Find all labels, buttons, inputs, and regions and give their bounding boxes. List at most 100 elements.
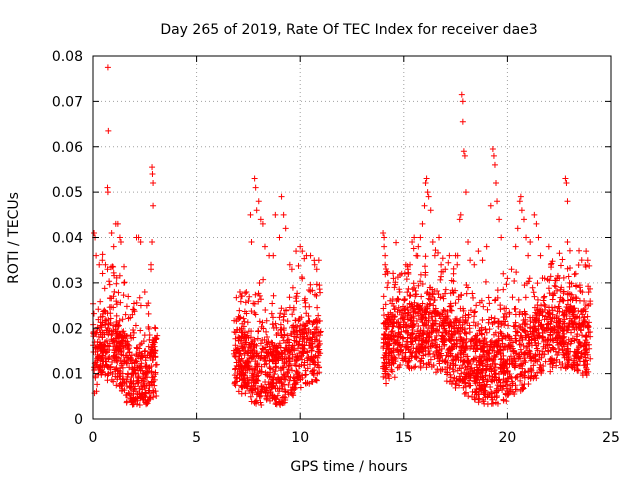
data-point — [407, 292, 414, 299]
data-point — [262, 371, 269, 378]
data-point — [141, 332, 148, 339]
data-point — [254, 377, 261, 384]
data-point — [402, 305, 409, 312]
data-point — [148, 369, 155, 376]
data-point — [563, 312, 570, 319]
data-point — [301, 323, 308, 330]
axis-ticks — [92, 55, 612, 420]
data-point — [454, 354, 461, 361]
y-tick-label: 0.01 — [52, 367, 83, 383]
data-point — [539, 330, 546, 337]
data-point — [317, 329, 324, 336]
data-point — [293, 298, 300, 305]
data-point — [273, 363, 280, 370]
data-point — [390, 332, 397, 339]
data-point — [535, 340, 542, 347]
data-point — [483, 363, 490, 370]
data-point — [457, 211, 464, 218]
data-point — [433, 369, 440, 376]
data-point — [584, 322, 591, 329]
data-point — [392, 339, 399, 346]
data-point — [530, 329, 537, 336]
data-point — [106, 278, 113, 285]
data-point — [480, 340, 487, 347]
data-point — [432, 336, 439, 343]
data-point — [92, 359, 99, 366]
data-point — [294, 369, 301, 376]
data-point — [482, 357, 489, 364]
data-point — [302, 303, 309, 310]
data-point — [303, 339, 310, 346]
data-point — [458, 91, 465, 98]
data-point — [533, 312, 540, 319]
data-point — [482, 372, 489, 379]
data-point — [129, 370, 136, 377]
data-point — [260, 325, 267, 332]
data-point — [384, 338, 391, 345]
data-point — [251, 385, 258, 392]
data-point — [400, 357, 407, 364]
data-point — [390, 360, 397, 367]
data-point — [293, 368, 300, 375]
data-point — [237, 298, 244, 305]
data-point — [99, 257, 106, 264]
data-point — [439, 333, 446, 340]
data-point — [554, 275, 561, 282]
data-point — [571, 366, 578, 373]
data-point — [241, 308, 248, 315]
data-point — [513, 386, 520, 393]
data-point — [385, 346, 392, 353]
data-point — [473, 361, 480, 368]
data-point — [307, 281, 314, 288]
data-point — [299, 342, 306, 349]
data-point — [568, 329, 575, 336]
data-point — [243, 339, 250, 346]
data-point — [99, 329, 106, 336]
data-point — [238, 390, 245, 397]
data-point — [314, 343, 321, 350]
data-point — [454, 367, 461, 374]
data-point — [463, 290, 470, 297]
data-point — [117, 239, 124, 246]
data-point — [447, 362, 454, 369]
data-point — [572, 270, 579, 277]
data-point — [519, 360, 526, 367]
data-point — [437, 353, 444, 360]
data-point — [257, 399, 264, 406]
data-point — [381, 243, 388, 250]
data-point — [434, 347, 441, 354]
data-point — [297, 243, 304, 250]
data-point — [136, 385, 143, 392]
data-point — [549, 291, 556, 298]
data-point — [457, 317, 464, 324]
data-point — [126, 364, 133, 371]
data-point — [553, 339, 560, 346]
data-point — [382, 261, 389, 268]
data-point — [94, 381, 101, 388]
data-point — [451, 324, 458, 331]
data-point — [584, 361, 591, 368]
data-point — [551, 282, 558, 289]
data-point — [313, 377, 320, 384]
data-point — [100, 358, 107, 365]
data-point — [145, 310, 152, 317]
data-point — [276, 340, 283, 347]
data-point — [476, 358, 483, 365]
data-point — [505, 341, 512, 348]
data-point — [469, 290, 476, 297]
data-point — [235, 316, 242, 323]
data-point — [518, 332, 525, 339]
data-point — [232, 342, 239, 349]
data-point — [231, 329, 238, 336]
data-point — [406, 357, 413, 364]
data-point — [238, 383, 245, 390]
data-point — [454, 252, 461, 259]
data-point — [411, 336, 418, 343]
data-point — [461, 390, 468, 397]
data-point — [247, 211, 254, 218]
data-point — [280, 371, 287, 378]
data-point — [467, 307, 474, 314]
data-point — [429, 239, 436, 246]
data-point — [142, 374, 149, 381]
data-point — [284, 346, 291, 353]
